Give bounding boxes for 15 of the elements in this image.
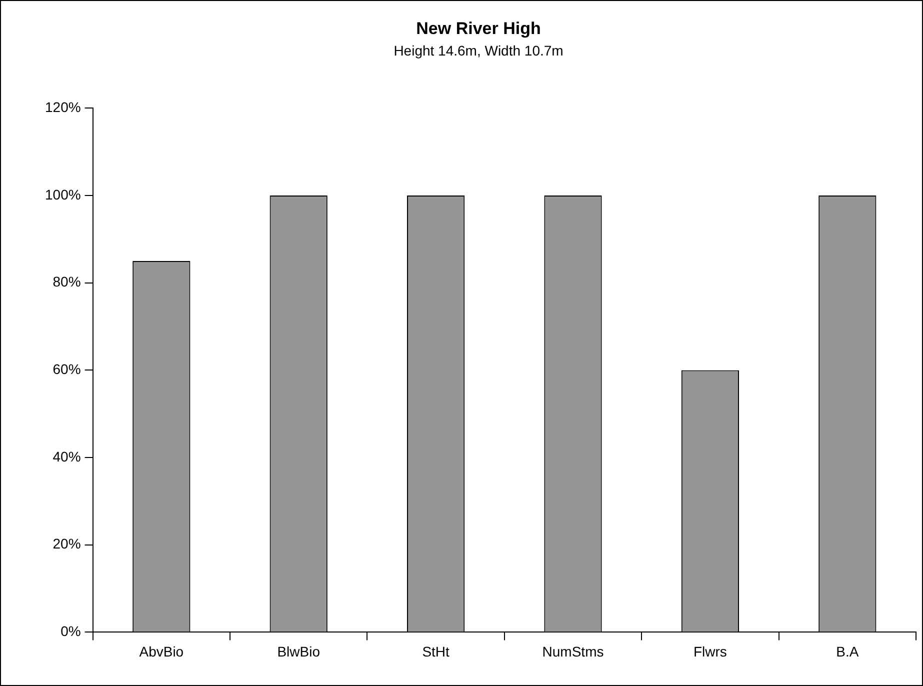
y-tick-label: 120% [44,99,81,116]
y-tick-label: 60% [52,361,81,378]
x-tick-label: B.A [836,643,860,660]
chart-title: New River High [416,18,541,38]
y-tick-label: 40% [52,448,81,464]
x-tick-label: AbvBio [139,643,184,660]
x-tick-label: StHt [422,643,450,660]
chart-subtitle: Height 14.6m, Width 10.7m [394,42,564,59]
y-tick-label: 80% [52,274,81,290]
y-tick-label: 100% [44,186,81,202]
x-tick-label: BlwBio [277,643,320,660]
y-tick-label: 20% [52,536,81,552]
x-tick-label: NumStms [542,643,604,660]
y-tick-label: 0% [60,623,81,640]
x-tick-label: Flwrs [693,643,727,660]
